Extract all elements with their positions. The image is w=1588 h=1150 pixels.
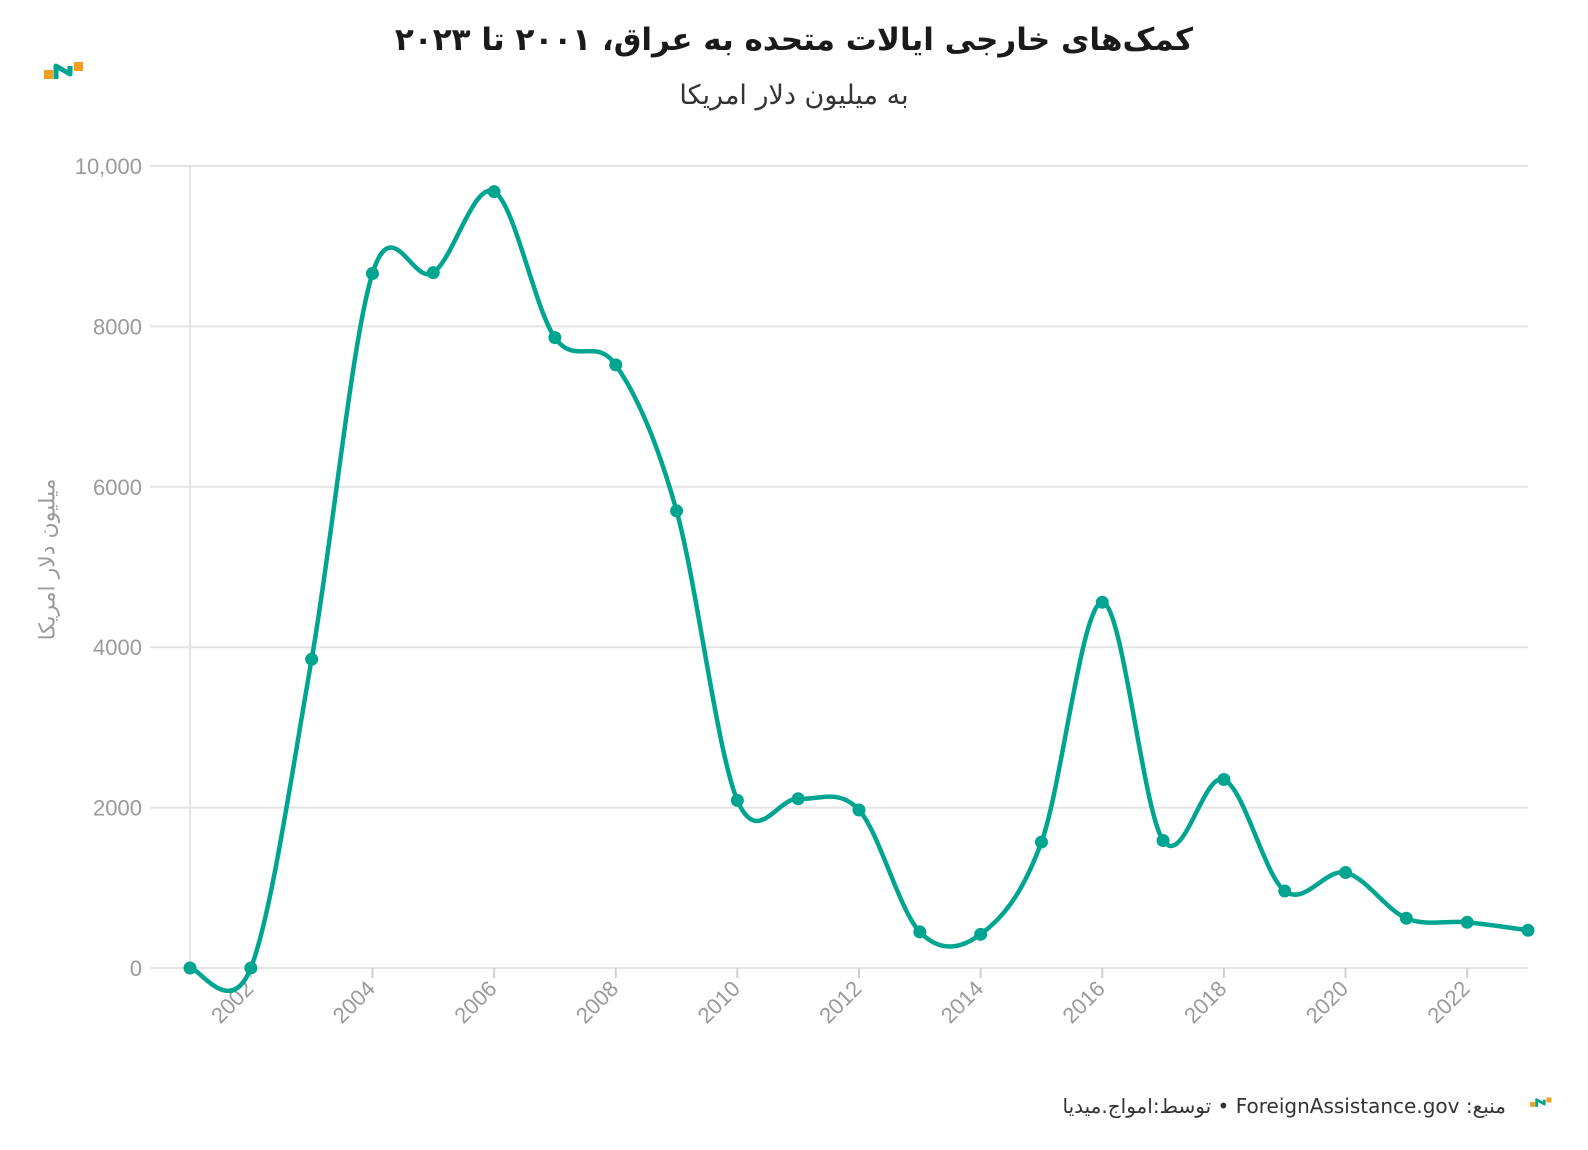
series-group [183,185,1535,994]
data-point[interactable] [670,504,684,518]
y-tick-label: 2000 [93,796,142,821]
data-point[interactable] [1217,773,1231,787]
data-point[interactable] [487,185,501,199]
y-tick-label: 0 [130,956,142,981]
data-point[interactable] [1460,915,1474,929]
series-line [187,188,1531,994]
data-point[interactable] [365,266,379,280]
y-axis-ticks: 0 2000 4000 6000 8000 10,000 [75,154,142,981]
x-tick-label: 2004 [328,976,380,1028]
data-point[interactable] [1095,595,1109,609]
y-tick-label: 10,000 [75,154,142,179]
data-point[interactable] [1156,833,1170,847]
amwaj-logo-icon [44,62,83,79]
x-tick-label: 2014 [936,976,988,1028]
data-point[interactable] [791,792,805,806]
y-tick-label: 8000 [93,314,142,339]
x-tick-label: 2006 [449,976,501,1028]
x-tick-label: 2022 [1422,976,1474,1028]
data-point[interactable] [1278,884,1292,898]
data-point[interactable] [974,927,988,941]
y-tick-label: 4000 [93,635,142,660]
data-point[interactable] [913,925,927,939]
data-point[interactable] [1399,911,1413,925]
data-point[interactable] [1521,923,1535,937]
data-point[interactable] [609,358,623,372]
data-point[interactable] [852,803,866,817]
x-tick-label: 2012 [814,976,866,1028]
data-point[interactable] [1034,835,1048,849]
x-axis-ticks: 2002 2004 2006 2008 2010 2012 2014 2016 2018 2020… [206,968,1475,1028]
data-point[interactable] [244,961,258,975]
chart-title: کمک‌های خارجی ایالات متحده به عراق، ۲۰۰۱… [394,22,1194,58]
amwaj-logo-small-icon [1530,1097,1552,1107]
footer-source: توسط:امواج.میدیا • ForeignAssistance.gov… [1062,1094,1506,1118]
x-tick-label: 2016 [1058,976,1110,1028]
data-point[interactable] [426,266,440,280]
data-point[interactable] [183,961,197,975]
y-tick-label: 6000 [93,475,142,500]
data-point[interactable] [548,331,562,345]
x-tick-label: 2018 [1179,976,1231,1028]
data-point[interactable] [1339,866,1353,880]
chart-subtitle: به میلیون دلار امریکا [679,80,909,111]
x-tick-label: 2020 [1301,976,1353,1028]
gridlines [150,165,1528,969]
x-tick-label: 2010 [693,976,745,1028]
data-point[interactable] [730,793,744,807]
x-tick-label: 2008 [571,976,623,1028]
data-point[interactable] [305,652,319,666]
